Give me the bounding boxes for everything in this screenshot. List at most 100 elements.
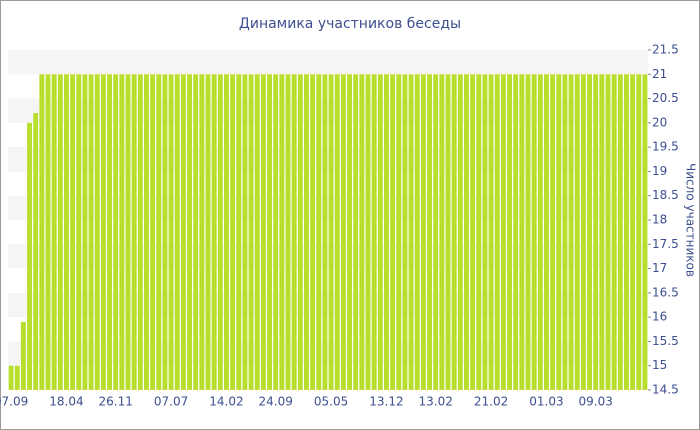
bar: [525, 74, 531, 391]
x-tick-label: 09.03: [579, 395, 613, 409]
bar: [100, 74, 106, 391]
bar: [8, 365, 14, 390]
bar: [334, 74, 340, 391]
y-tick-label: 17.5: [652, 237, 679, 251]
bar: [476, 74, 482, 391]
bar: [544, 74, 549, 391]
bar: [217, 74, 223, 391]
bar: [513, 74, 519, 391]
bar: [396, 74, 402, 391]
chart-title: Динамика участников беседы: [239, 16, 461, 32]
bar: [199, 74, 205, 391]
bar: [402, 74, 408, 391]
bar: [531, 74, 537, 391]
y-tick-label: 19: [652, 164, 667, 178]
bar: [304, 74, 309, 391]
bar: [328, 74, 334, 391]
bar: [427, 74, 432, 391]
x-tick-label: 05.05: [314, 395, 348, 409]
bar: [500, 74, 506, 391]
bar: [562, 74, 568, 391]
bar: [420, 74, 426, 391]
bar: [137, 74, 143, 391]
bar: [617, 74, 623, 391]
y-tick-label: 18.5: [652, 188, 679, 202]
bar: [574, 74, 580, 391]
bar: [537, 74, 543, 391]
bar: [150, 74, 156, 391]
bar: [193, 74, 199, 391]
bar: [33, 113, 39, 391]
bar: [605, 74, 611, 391]
bar: [76, 74, 82, 391]
bar: [211, 74, 217, 391]
bar: [107, 74, 112, 391]
bar: [248, 74, 254, 391]
x-tick-label: 01.03: [529, 395, 563, 409]
bar: [125, 74, 131, 391]
bar: [273, 74, 279, 391]
bar: [556, 74, 562, 391]
y-tick-label: 20.5: [652, 91, 679, 105]
y-tick-label: 14.5: [652, 383, 679, 397]
bar: [482, 74, 488, 391]
bar: [297, 74, 303, 391]
x-tick-label: 14.02: [209, 395, 243, 409]
bar: [630, 74, 636, 391]
bar: [168, 74, 174, 391]
x-tick-label: 07.09: [0, 395, 28, 409]
bar: [180, 74, 186, 391]
bar: [156, 74, 162, 391]
y-tick-label: 16.5: [652, 285, 679, 299]
bar: [519, 74, 525, 391]
bar: [580, 74, 586, 391]
bar: [310, 74, 316, 391]
y-tick-label: 20: [652, 115, 667, 129]
x-tick-label: 07.07: [154, 395, 188, 409]
bar: [20, 322, 26, 390]
bar: [45, 74, 51, 391]
bar: [433, 74, 439, 391]
bar: [624, 74, 629, 391]
bar: [187, 74, 192, 391]
y-tick-label: 17: [652, 261, 667, 275]
bar: [285, 74, 291, 391]
bar: [131, 74, 137, 391]
bar: [470, 74, 476, 391]
y-tick-label: 19.5: [652, 140, 679, 154]
bar: [224, 74, 229, 391]
bar: [371, 74, 377, 391]
bar: [568, 74, 574, 391]
bar: [88, 74, 94, 391]
bar: [144, 74, 149, 391]
bar: [57, 74, 63, 391]
bar: [242, 74, 248, 391]
bar: [14, 365, 20, 390]
bar: [445, 74, 451, 391]
bar: [267, 74, 272, 391]
bar: [384, 74, 389, 391]
x-tick-label: 13.02: [419, 395, 453, 409]
x-tick-label: 21.02: [474, 395, 508, 409]
bar: [414, 74, 420, 391]
bar: [230, 74, 236, 391]
bar: [94, 74, 100, 391]
bar: [291, 74, 297, 391]
bar: [279, 74, 285, 391]
bar: [377, 74, 383, 391]
bar: [642, 74, 648, 391]
x-tick-label: 13.12: [369, 395, 403, 409]
bar: [359, 74, 365, 391]
bar: [365, 74, 371, 391]
bar: [587, 74, 592, 391]
bar: [347, 74, 352, 391]
bar: [550, 74, 556, 391]
bar: [205, 74, 211, 391]
bar: [119, 74, 125, 391]
bar: [507, 74, 512, 391]
bar: [340, 74, 346, 391]
bar: [254, 74, 260, 391]
bar: [457, 74, 463, 391]
